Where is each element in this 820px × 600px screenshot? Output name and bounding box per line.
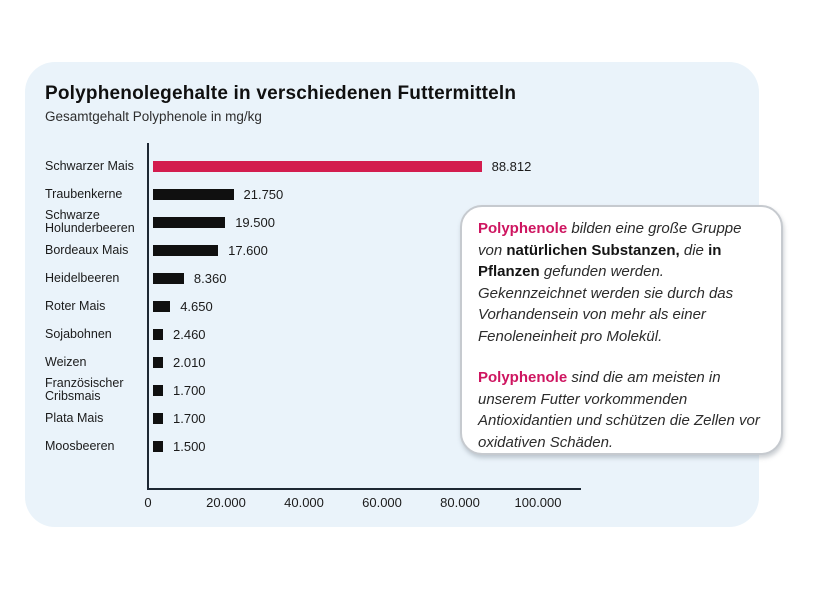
category-label: Roter Mais (45, 298, 106, 313)
bar (153, 328, 163, 340)
bar-row: Moosbeeren 1.500 (45, 432, 605, 460)
bar-rows: Schwarzer Mais 88.812 Traubenkerne 21.750 Sc… (45, 152, 605, 460)
bar (153, 160, 482, 172)
bar-track: 2.460 (148, 327, 605, 342)
bar-track: 4.650 (148, 299, 605, 314)
info-paragraph: Polyphenole sind die am meisten in unser… (478, 367, 765, 453)
category-label: Bordeaux Mais (45, 242, 129, 257)
bar-track: 88.812 (148, 159, 605, 174)
bar-row: Traubenkerne 21.750 (45, 180, 605, 208)
bar-track: 1.500 (148, 439, 605, 454)
bar-track: 17.600 (148, 243, 605, 258)
value-label: 88.812 (491, 158, 532, 174)
x-axis-tick-labels: 0 20.000 40.000 60.000 80.000 100.000 (45, 495, 605, 511)
value-label: 17.600 (228, 242, 268, 258)
y-axis-line (147, 143, 149, 490)
bar-track: 1.700 (148, 411, 605, 426)
x-tick-label: 40.000 (284, 495, 324, 510)
category-label: Französischer Cribsmais (45, 376, 124, 403)
bar-row: Sojabohnen 2.460 (45, 320, 605, 348)
info-text-segment: in Pflanzen (478, 241, 722, 281)
value-label: 1.500 (173, 438, 206, 454)
category-label: Traubenkerne (45, 186, 123, 201)
info-text-segment: natürlichen Substanzen, (506, 241, 680, 259)
bar-row: Weizen 2.010 (45, 348, 605, 376)
bar-row: Roter Mais 4.650 (45, 292, 605, 320)
value-label: 2.460 (173, 326, 206, 342)
value-label: 1.700 (173, 410, 206, 426)
value-label: 21.750 (243, 186, 284, 202)
bar (153, 244, 219, 256)
x-tick-label: 20.000 (206, 495, 246, 510)
bar (153, 356, 163, 368)
page-subtitle: Gesamtgehalt Polyphenole in mg/kg (45, 109, 262, 124)
bar (153, 384, 163, 396)
value-label: 2.010 (173, 354, 206, 370)
bar-row: Plata Mais 1.700 (45, 404, 605, 432)
value-label: 1.700 (173, 382, 206, 398)
info-text-segment: bilden eine große Gruppe von (478, 220, 742, 259)
bar-track: 2.010 (148, 355, 605, 370)
value-label: 19.500 (235, 214, 275, 230)
info-paragraph: Polyphenole bilden eine große Gruppe von… (478, 218, 765, 347)
bar-row: Heidelbeeren 8.360 (45, 264, 605, 292)
bar (153, 272, 184, 284)
info-box: Polyphenole bilden eine große Gruppe von… (460, 205, 783, 455)
bar-chart: Schwarzer Mais 88.812 Traubenkerne 21.750 Sc… (45, 143, 605, 510)
bar-row: Schwarzer Mais 88.812 (45, 152, 605, 180)
page-title: Polyphenolegehalte in verschiedenen Futt… (45, 83, 517, 104)
x-axis-line (147, 488, 581, 490)
info-text-segment: sind die am meisten in unserem Futter vo… (478, 369, 760, 451)
bar (153, 412, 163, 424)
category-label: Heidelbeeren (45, 270, 120, 285)
x-tick-label: 80.000 (440, 495, 480, 510)
bar-track: 8.360 (148, 271, 605, 286)
category-label: Schwarze Holunderbeeren (45, 208, 135, 235)
category-label: Weizen (45, 354, 87, 369)
brand-keyword: Polyphenole (478, 220, 568, 237)
info-text-segment: gefunden werden. Gekennzeichnet werden s… (478, 263, 734, 345)
value-label: 8.360 (193, 270, 227, 286)
x-tick-label: 60.000 (362, 495, 402, 510)
bar (153, 188, 234, 200)
bar-track: 19.500 (148, 215, 605, 230)
bar-track: 1.700 (148, 383, 605, 398)
category-label: Moosbeeren (45, 438, 115, 453)
bar-row: Französischer Cribsmais 1.700 (45, 376, 605, 404)
bar (153, 300, 171, 312)
bar-row: Schwarze Holunderbeeren 19.500 (45, 208, 605, 236)
x-tick-label: 100.000 (514, 495, 562, 510)
category-label: Plata Mais (45, 410, 104, 425)
brand-keyword: Polyphenole (478, 369, 568, 386)
category-label: Schwarzer Mais (45, 158, 134, 173)
bar (153, 216, 226, 228)
x-tick-label: 0 (144, 495, 152, 510)
bar-row: Bordeaux Mais 17.600 (45, 236, 605, 264)
info-text-segment: die (679, 241, 709, 259)
bar (153, 440, 163, 452)
value-label: 4.650 (180, 298, 213, 314)
bar-track: 21.750 (148, 187, 605, 202)
category-label: Sojabohnen (45, 326, 112, 341)
